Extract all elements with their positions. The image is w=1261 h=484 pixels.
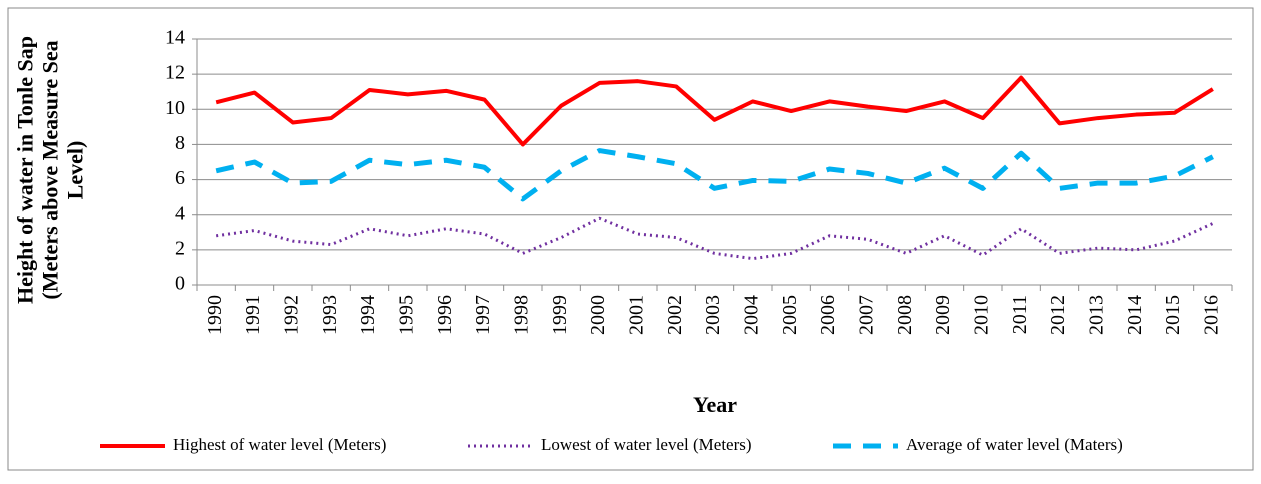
- x-tick-label: 1992: [280, 295, 302, 335]
- x-tick-label: 1993: [319, 295, 341, 335]
- y-tick-label: 6: [175, 167, 185, 189]
- x-tick-label: 2007: [855, 295, 877, 335]
- x-axis-title: Year: [693, 392, 737, 417]
- series-line: [215, 148, 1214, 202]
- y-tick-label: 12: [165, 62, 185, 84]
- series-line: [215, 75, 1214, 147]
- x-tick-label: 1999: [549, 295, 571, 335]
- x-tick-label: 1994: [357, 295, 379, 335]
- x-tick-label: 2005: [779, 295, 801, 335]
- x-tick-label: 2004: [740, 295, 762, 335]
- legend-label: Lowest of water level (Meters): [541, 435, 752, 454]
- x-tick-label: 2010: [970, 295, 992, 335]
- chart-border: [7, 7, 1254, 471]
- y-tick-label: 14: [165, 27, 185, 49]
- y-tick-label: 8: [175, 132, 185, 154]
- x-tick-label: 2008: [894, 295, 916, 335]
- x-tick-label: 2013: [1085, 295, 1107, 335]
- x-tick-label: 1995: [395, 295, 417, 335]
- legend-label: Average of water level (Maters): [906, 435, 1123, 454]
- y-tick-label: 2: [175, 237, 185, 259]
- x-tick-label: 2001: [625, 295, 647, 335]
- x-tick-label: 2006: [817, 295, 839, 335]
- x-tick-label: 2000: [587, 295, 609, 335]
- x-tick-label: 1996: [434, 295, 456, 335]
- x-tick-label: 2011: [1009, 295, 1031, 334]
- x-tick-label: 2009: [932, 295, 954, 335]
- y-axis-title: Height of water in Tonle Sap (Meters abo…: [12, 36, 88, 304]
- legend-label: Highest of water level (Meters): [173, 435, 386, 454]
- x-tick-label: 2002: [664, 295, 686, 335]
- y-tick-label: 0: [175, 273, 185, 295]
- x-tick-label: 2015: [1162, 295, 1184, 335]
- y-tick-label: 10: [165, 97, 185, 119]
- x-tick-label: 1997: [472, 295, 494, 335]
- x-tick-label: 1990: [204, 295, 226, 335]
- x-tick-label: 2016: [1200, 295, 1222, 335]
- x-tick-label: 2014: [1124, 295, 1146, 335]
- y-tick-label: 4: [175, 202, 185, 224]
- x-tick-label: 1991: [242, 295, 264, 335]
- x-tick-label: 2003: [702, 295, 724, 335]
- x-tick-label: 2012: [1047, 295, 1069, 335]
- x-tick-label: 1998: [510, 295, 532, 335]
- series-line: [215, 216, 1214, 261]
